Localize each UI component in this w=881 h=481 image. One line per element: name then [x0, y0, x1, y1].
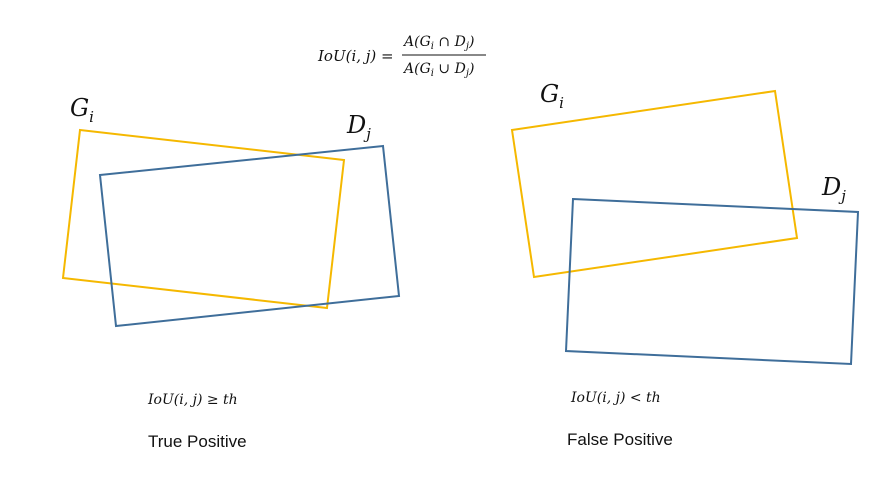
- formula-lhs: IoU(i, j) =: [317, 47, 394, 65]
- left-det-label: Dj: [346, 111, 371, 143]
- right-ground-truth-box: [510, 89, 799, 279]
- left-caption: True Positive: [148, 432, 247, 451]
- formula-numerator: A(Gi ∩ Dj): [402, 34, 474, 52]
- right-gt-label: Gi: [540, 80, 564, 112]
- right-det-label: Dj: [821, 173, 846, 205]
- right-caption: False Positive: [567, 430, 673, 449]
- left-ground-truth-box: [61, 128, 346, 310]
- right-detection-box: [564, 197, 860, 366]
- left-gt-label: Gi: [70, 94, 94, 126]
- iou-formula: IoU(i, j) = A(Gi ∩ Dj) A(Gi ∪ Dj): [317, 34, 486, 79]
- left-detection-box: [98, 144, 401, 328]
- formula-denominator: A(Gi ∪ Dj): [402, 61, 474, 79]
- right-condition: IoU(i, j) < th: [570, 390, 661, 406]
- right-panel: Gi Dj IoU(i, j) < th False Positive: [510, 80, 860, 449]
- left-panel: Gi Dj IoU(i, j) ≥ th True Positive: [61, 94, 401, 451]
- left-condition: IoU(i, j) ≥ th: [147, 392, 238, 408]
